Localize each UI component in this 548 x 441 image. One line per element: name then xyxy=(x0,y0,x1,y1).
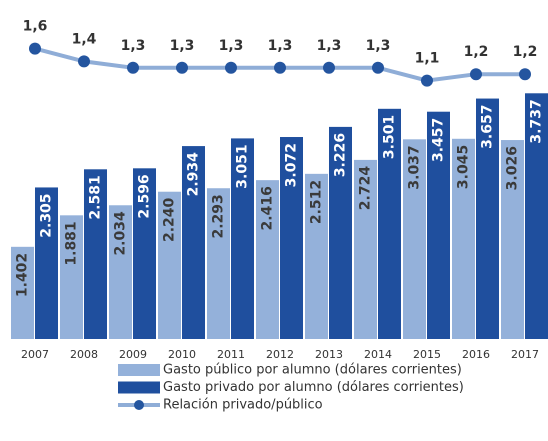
bar-value-label: 3.501 xyxy=(382,115,398,159)
line-point xyxy=(29,42,41,55)
bar-value-label: 1.881 xyxy=(64,221,80,265)
line-value-label: 1,2 xyxy=(513,44,538,60)
bar-value-label: 3.051 xyxy=(235,144,251,188)
x-tick-label: 2012 xyxy=(266,348,294,361)
legend-swatch xyxy=(118,364,160,376)
bar xyxy=(256,180,279,339)
bar-value-label: 2.581 xyxy=(88,175,104,219)
line-value-label: 1,1 xyxy=(415,51,440,67)
bar xyxy=(182,146,205,339)
bar-value-label: 3.657 xyxy=(480,105,496,149)
bar-value-label: 2.034 xyxy=(113,211,129,256)
bar xyxy=(329,126,352,339)
bar xyxy=(84,169,107,339)
line-point xyxy=(225,61,237,74)
bar-value-label: 2.240 xyxy=(162,197,178,242)
bar-value-label: 2.724 xyxy=(358,166,374,211)
bar xyxy=(378,108,401,339)
line-point xyxy=(519,68,531,81)
line-value-label: 1,4 xyxy=(72,31,97,47)
bar xyxy=(305,173,328,339)
bar xyxy=(158,191,181,339)
line-point xyxy=(176,61,188,74)
bar xyxy=(60,215,83,339)
x-tick-label: 2014 xyxy=(364,348,392,361)
legend-label: Relación privado/público xyxy=(163,398,323,413)
bar-value-label: 2.293 xyxy=(211,194,227,238)
bar-value-label: 3.737 xyxy=(529,99,545,143)
bar xyxy=(11,246,34,339)
legend-swatch xyxy=(118,381,160,394)
bar xyxy=(133,168,156,339)
bar xyxy=(501,140,524,339)
line-point xyxy=(421,74,433,87)
x-tick-label: 2009 xyxy=(119,348,147,361)
bar-value-label: 1.402 xyxy=(15,253,31,297)
line-value-label: 1,3 xyxy=(219,38,244,54)
bar xyxy=(109,205,132,339)
bar xyxy=(231,138,254,339)
x-tick-label: 2011 xyxy=(217,348,245,361)
legend-label: Gasto privado por alumno (dólares corrie… xyxy=(163,380,464,395)
x-tick-label: 2015 xyxy=(413,348,441,361)
x-tick-label: 2013 xyxy=(315,348,343,361)
bar-value-label: 3.226 xyxy=(333,133,349,177)
bar-value-label: 2.934 xyxy=(186,152,202,197)
x-tick-label: 2016 xyxy=(462,348,490,361)
line-value-label: 1,2 xyxy=(464,44,489,60)
bar-value-label: 2.596 xyxy=(137,174,153,218)
line-value-label: 1,3 xyxy=(121,38,146,54)
bar-value-label: 3.037 xyxy=(407,145,423,189)
x-tick-label: 2008 xyxy=(70,348,98,361)
bar xyxy=(207,188,230,339)
bar xyxy=(427,111,450,340)
bar xyxy=(452,138,475,339)
x-tick-label: 2010 xyxy=(168,348,196,361)
line-value-label: 1,6 xyxy=(23,19,48,35)
bar-value-label: 2.416 xyxy=(260,186,276,230)
line-point xyxy=(127,61,139,74)
bar xyxy=(280,137,303,339)
line-point xyxy=(323,61,335,74)
bar-value-label: 3.045 xyxy=(456,145,472,189)
bar-value-label: 2.512 xyxy=(309,180,325,224)
line-value-label: 1,3 xyxy=(366,38,391,54)
line-value-label: 1,3 xyxy=(268,38,293,54)
bar-value-label: 3.026 xyxy=(505,146,521,190)
x-tick-label: 2017 xyxy=(511,348,539,361)
bar-value-label: 2.305 xyxy=(39,193,55,237)
bar xyxy=(354,159,377,339)
line-point xyxy=(274,61,286,74)
line-point xyxy=(78,55,90,68)
bar-value-label: 3.457 xyxy=(431,118,447,162)
bar xyxy=(525,93,548,339)
bar xyxy=(476,98,499,339)
legend-label: Gasto público por alumno (dólares corrie… xyxy=(163,363,462,378)
bar-value-label: 3.072 xyxy=(284,143,300,187)
line-point xyxy=(372,61,384,74)
line-point xyxy=(470,68,482,81)
line-value-label: 1,3 xyxy=(170,38,195,54)
bar xyxy=(403,139,426,339)
bar xyxy=(35,187,58,339)
legend-marker xyxy=(134,400,144,410)
x-tick-label: 2007 xyxy=(21,348,49,361)
line-value-label: 1,3 xyxy=(317,38,342,54)
